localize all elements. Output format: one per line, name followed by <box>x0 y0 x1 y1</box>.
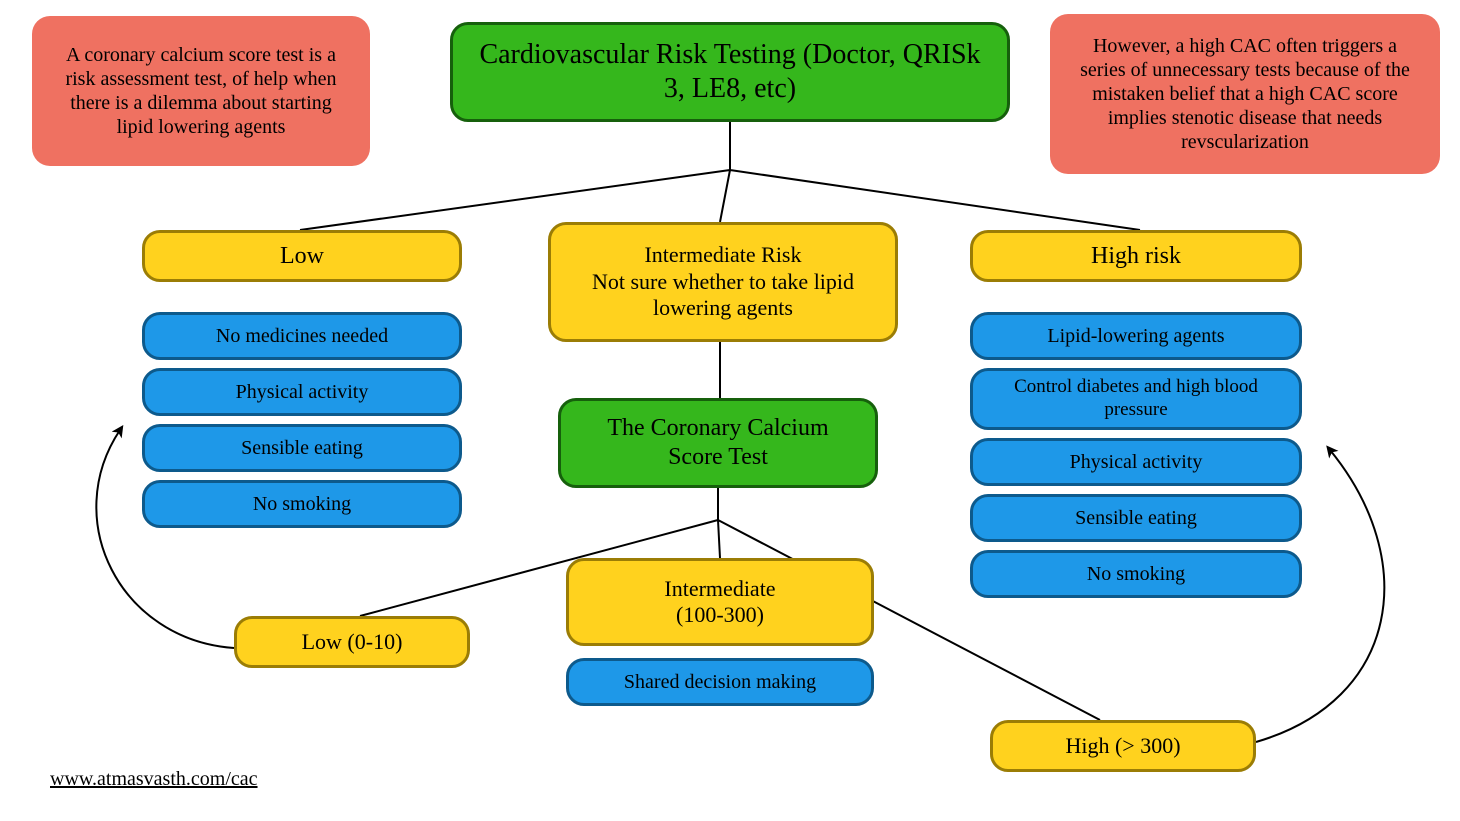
title-box: Cardiovascular Risk Testing (Doctor, QRI… <box>450 22 1010 122</box>
low-item-3: Sensible eating <box>142 424 462 472</box>
cac-test-box: The Coronary Calcium Score Test <box>558 398 878 488</box>
low-item-2: Physical activity <box>142 368 462 416</box>
note-left: A coronary calcium score test is a risk … <box>32 16 370 166</box>
high-item-3: Physical activity <box>970 438 1302 486</box>
high-heading: High risk <box>970 230 1302 282</box>
high-item-5: No smoking <box>970 550 1302 598</box>
low-item-4: No smoking <box>142 480 462 528</box>
high-item-4: Sensible eating <box>970 494 1302 542</box>
intermediate-heading: Intermediate Risk Not sure whether to ta… <box>548 222 898 342</box>
high-item-1: Lipid-lowering agents <box>970 312 1302 360</box>
low-heading: Low <box>142 230 462 282</box>
diagram-stage: Cardiovascular Risk Testing (Doctor, QRI… <box>0 0 1460 821</box>
cac-intermediate: Intermediate (100-300) <box>566 558 874 646</box>
note-right: However, a high CAC often triggers a ser… <box>1050 14 1440 174</box>
cac-high: High (> 300) <box>990 720 1256 772</box>
high-item-2: Control diabetes and high blood pressure <box>970 368 1302 430</box>
cac-low: Low (0-10) <box>234 616 470 668</box>
footer-link[interactable]: www.atmasvasth.com/cac <box>50 768 258 791</box>
cac-intermediate-sub: Shared decision making <box>566 658 874 706</box>
low-item-1: No medicines needed <box>142 312 462 360</box>
